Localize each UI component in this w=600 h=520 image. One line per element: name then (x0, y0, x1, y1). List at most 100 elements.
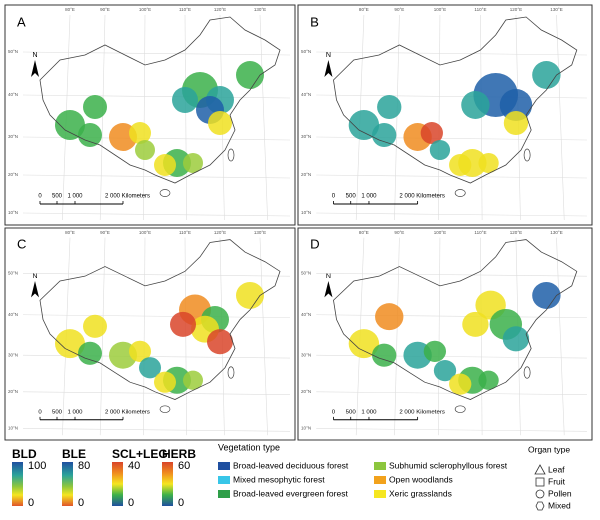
map-panel: 50°N 40°N 30°N 20°N 10°N 80°E 90°E 100°E 110°E 12… (297, 4, 593, 226)
graticule (22, 314, 291, 318)
north-arrow (324, 60, 333, 77)
country-outline (333, 239, 578, 400)
map-panel: 50°N 40°N 30°N 20°N 10°N 80°E 90°E 100°E 110°E 12… (297, 227, 593, 441)
value-blob (429, 140, 451, 160)
lon-label: 120°E (510, 230, 522, 235)
graticule (22, 51, 291, 56)
lat-label: 40°N (301, 92, 311, 97)
lat-label: 40°N (8, 92, 18, 97)
legend-label: Open woodlands (389, 474, 453, 484)
lat-label: 20°N (301, 389, 311, 394)
value-blob (83, 314, 107, 338)
north-label: N (326, 52, 331, 59)
lat-label: 10°N (301, 210, 311, 215)
scale-label: 2 000 Kilometers (399, 194, 445, 200)
lat-label: 40°N (301, 312, 311, 317)
colorbar-title: SCL+LEG (112, 447, 168, 461)
legend-symbol (535, 477, 545, 487)
panel-border (297, 4, 593, 226)
lon-label: 80°E (359, 7, 369, 12)
value-blob (532, 61, 561, 89)
value-blob (183, 370, 203, 390)
north-arrow (31, 60, 39, 77)
graticule (22, 273, 291, 277)
graticule (316, 212, 587, 217)
scale-label: 2 000 Kilometers (399, 410, 445, 416)
colorbar-min: 0 (128, 497, 134, 509)
legend-label: Mixed (548, 500, 571, 510)
scale-label: 500 (52, 194, 63, 200)
graticule (22, 391, 291, 395)
legend-swatch (374, 476, 386, 484)
legend-swatch (374, 490, 386, 498)
value-blob (55, 110, 85, 140)
graticule (99, 237, 106, 436)
value-blob (78, 341, 102, 365)
scale-label: 500 (346, 194, 357, 200)
legend-swatch (218, 490, 230, 498)
colorbar-title: BLE (62, 447, 86, 461)
lon-label: 120°E (214, 230, 226, 235)
lon-label: 100°E (139, 7, 151, 12)
legend-title: Vegetation type (218, 442, 280, 452)
value-blob (236, 281, 264, 309)
lat-label: 20°N (8, 389, 18, 394)
lat-label: 30°N (8, 134, 18, 139)
lon-label: 130°E (254, 230, 266, 235)
value-blob (375, 303, 404, 331)
value-blob (499, 89, 533, 121)
graticule (438, 237, 441, 436)
island (159, 405, 171, 413)
panel-label: B (310, 15, 319, 30)
graticule (184, 14, 187, 221)
lon-label: 130°E (550, 7, 562, 12)
legend-label: Pollen (548, 488, 572, 498)
lat-label: 30°N (301, 352, 311, 357)
north-label: N (32, 273, 37, 280)
lat-label: 10°N (8, 210, 18, 215)
scale-label: 0 (38, 194, 42, 200)
lon-label: 120°E (510, 7, 522, 12)
legend-label: Mixed mesophytic forest (233, 474, 325, 484)
scale-label: 1 000 (68, 410, 84, 416)
scale-label: 1 000 (361, 194, 377, 200)
value-blob (207, 329, 233, 355)
value-blob (170, 311, 196, 337)
lon-label: 80°E (359, 230, 369, 235)
map-panel: 50°N 40°N 30°N 20°N 10°N 80°E 90°E 100°E 110°E 12… (4, 4, 296, 226)
value-blob (372, 123, 397, 147)
legend-swatch (374, 462, 386, 470)
legend-label: Leaf (548, 464, 565, 474)
value-blob (462, 311, 489, 337)
graticule (259, 14, 268, 221)
lon-label: 80°E (65, 230, 75, 235)
lon-label: 110°E (179, 230, 191, 235)
graticule (22, 428, 291, 432)
island (227, 366, 235, 379)
graticule (259, 237, 268, 436)
colorbar (162, 462, 173, 506)
graticule (480, 237, 483, 436)
graticule (316, 94, 587, 99)
legend-title: Organ type (528, 444, 570, 454)
scale-label: 0 (332, 194, 336, 200)
colorbar-min: 0 (78, 497, 84, 509)
value-blob (449, 373, 472, 395)
colorbar (12, 462, 23, 506)
colorbar-max: 60 (178, 460, 190, 472)
scale-label: 2 000 Kilometers (105, 194, 150, 200)
lon-label: 110°E (474, 7, 486, 12)
colorbar-max: 40 (128, 460, 140, 472)
value-blob (433, 360, 457, 382)
lon-label: 100°E (434, 7, 446, 12)
scale-label: 0 (332, 410, 336, 416)
island (454, 405, 466, 413)
colorbar-min: 0 (178, 497, 184, 509)
lon-label: 100°E (139, 230, 151, 235)
colorbar (112, 462, 123, 506)
graticule (22, 94, 291, 99)
value-blob (154, 371, 176, 393)
lat-label: 50°N (8, 49, 18, 54)
colorbar-max: 80 (78, 460, 90, 472)
legend-symbol (535, 501, 545, 511)
